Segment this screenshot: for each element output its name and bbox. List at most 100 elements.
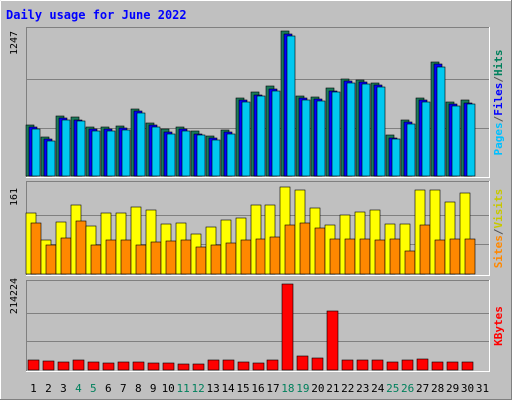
bar-kbytes-day-6: [102, 362, 115, 371]
bar-kbytes-day-28: [431, 361, 444, 371]
day-label-17: 17: [266, 382, 279, 395]
y-max-label: 214224: [9, 278, 20, 314]
bar-pages-day-27: [421, 101, 431, 177]
bar-pages-day-20: [316, 100, 326, 177]
panel-kbytes: 214224 KBytes: [9, 278, 505, 372]
bar-pages-day-18: [286, 35, 296, 177]
side-legend-hits: Hits: [492, 50, 505, 77]
bar-sites-day-22: [344, 238, 356, 275]
bar-kbytes-day-29: [446, 361, 459, 371]
bar-sites-day-16: [255, 238, 267, 275]
panel-visits-sites: 161 Sites/Visits: [9, 181, 505, 276]
bar-sites-day-17: [269, 236, 281, 275]
day-label-19: 19: [296, 382, 309, 395]
day-label-20: 20: [311, 382, 324, 395]
bar-kbytes-day-9: [147, 362, 160, 371]
side-legend-visits: Visits: [492, 189, 505, 229]
bar-sites-day-28: [434, 239, 446, 275]
bar-kbytes-day-21: [326, 310, 339, 371]
bar-pages-day-15: [241, 101, 251, 177]
bar-pages-day-28: [436, 66, 446, 177]
bar-kbytes-day-4: [72, 359, 85, 371]
bar-pages-day-19: [301, 99, 311, 177]
bar-sites-day-6: [105, 239, 117, 275]
bar-pages-day-4: [76, 120, 86, 177]
bar-pages-day-26: [406, 123, 416, 177]
side-legend-kbytes: KBytes: [492, 306, 505, 346]
bar-kbytes-day-2: [42, 360, 55, 371]
day-label-15: 15: [236, 382, 249, 395]
day-label-2: 2: [45, 382, 52, 395]
bar-sites-day-12: [195, 246, 207, 275]
bar-sites-day-13: [210, 244, 222, 275]
side-legend-pages: Pages: [492, 122, 505, 155]
bar-sites-day-29: [449, 238, 461, 275]
bar-pages-day-30: [466, 103, 476, 177]
bar-kbytes-day-22: [341, 359, 354, 371]
side-legend: Sites/Visits: [492, 189, 505, 269]
bar-kbytes-day-17: [266, 359, 279, 371]
bar-pages-day-22: [346, 82, 356, 177]
bar-pages-day-8: [136, 112, 146, 177]
side-legend-separator: /: [492, 115, 505, 122]
bar-kbytes-day-7: [117, 361, 130, 371]
bar-sites-day-7: [120, 239, 132, 275]
bar-kbytes-day-11: [177, 363, 190, 371]
bar-sites-day-4: [75, 220, 87, 275]
day-label-30: 30: [461, 382, 474, 395]
side-legend-separator: /: [492, 76, 505, 83]
plot-area: [26, 280, 490, 372]
day-label-27: 27: [416, 382, 429, 395]
bar-pages-day-6: [106, 130, 116, 177]
bar-kbytes-day-16: [252, 362, 265, 371]
bar-sites-day-1: [30, 222, 42, 275]
bar-sites-day-14: [225, 242, 237, 275]
bar-pages-day-21: [331, 91, 341, 177]
bar-pages-day-25: [391, 138, 401, 177]
day-label-5: 5: [90, 382, 97, 395]
day-label-16: 16: [251, 382, 264, 395]
day-label-8: 8: [135, 382, 142, 395]
day-label-28: 28: [431, 382, 444, 395]
bar-pages-day-2: [46, 140, 56, 177]
bar-pages-day-14: [226, 133, 236, 177]
side-legend-separator: /: [492, 228, 505, 235]
bar-kbytes-day-18: [281, 283, 294, 371]
bar-kbytes-day-27: [416, 358, 429, 371]
y-max-label: 161: [9, 188, 20, 206]
bar-kbytes-day-14: [222, 359, 235, 371]
bar-pages-day-24: [376, 86, 386, 177]
day-labels: 1 2 3 4 5 6 7 8 9 10 11 12 13 14 15 16 17 18 19 20 21 22 23 24 2…: [30, 382, 489, 395]
day-label-1: 1: [30, 382, 37, 395]
bar-sites-day-3: [60, 237, 72, 275]
bar-sites-day-26: [404, 250, 416, 275]
bar-pages-day-1: [31, 128, 41, 177]
side-legend-files: Files: [492, 83, 505, 116]
bar-sites-day-5: [90, 244, 102, 275]
bar-sites-day-27: [419, 224, 431, 275]
bar-kbytes-day-24: [371, 359, 384, 371]
bar-sites-day-8: [135, 244, 147, 275]
bar-kbytes-day-26: [401, 359, 414, 371]
bar-pages-day-13: [211, 139, 221, 177]
chart-panels: 1247Pages/Files/Hits161Sites/Visits21422…: [9, 27, 505, 372]
bar-pages-day-11: [181, 130, 191, 177]
bar-pages-day-16: [256, 95, 266, 177]
bar-sites-day-23: [359, 238, 371, 275]
bar-kbytes-day-10: [162, 362, 175, 371]
bar-kbytes-day-12: [192, 363, 205, 371]
day-label-12: 12: [192, 382, 205, 395]
bar-sites-day-9: [150, 241, 162, 275]
day-label-24: 24: [371, 382, 385, 395]
bar-kbytes-day-1: [27, 359, 40, 371]
day-label-7: 7: [120, 382, 127, 395]
day-label-21: 21: [326, 382, 339, 395]
day-label-22: 22: [341, 382, 354, 395]
day-label-31: 31: [476, 382, 489, 395]
bar-kbytes-day-20: [311, 357, 324, 371]
bar-sites-day-15: [240, 239, 252, 275]
bar-kbytes-day-5: [87, 361, 100, 371]
bar-sites-day-30: [464, 238, 476, 275]
day-label-29: 29: [446, 382, 459, 395]
bar-kbytes-day-3: [57, 361, 70, 371]
